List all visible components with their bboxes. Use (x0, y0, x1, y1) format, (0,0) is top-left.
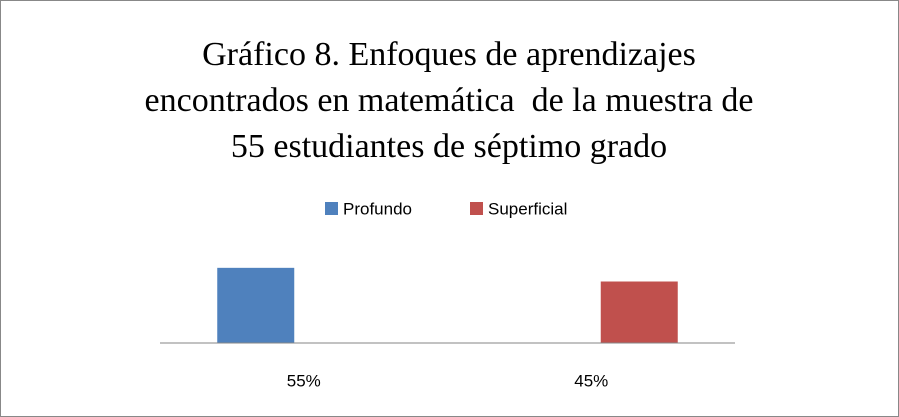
bar (600, 281, 678, 343)
legend-swatch (325, 202, 338, 215)
legend-label: Superficial (488, 199, 567, 218)
x-tick-label: 45% (574, 371, 608, 390)
chart-title: 55 estudiantes de séptimo grado (231, 128, 667, 165)
legend-label: Profundo (343, 199, 412, 218)
legend-swatch (470, 202, 483, 215)
bar (217, 267, 295, 343)
chart-title: encontrados en matemática de la muestra … (145, 82, 754, 119)
x-tick-label: 55% (287, 371, 321, 390)
chart-title: Gráfico 8. Enfoques de aprendizajes (202, 36, 696, 73)
